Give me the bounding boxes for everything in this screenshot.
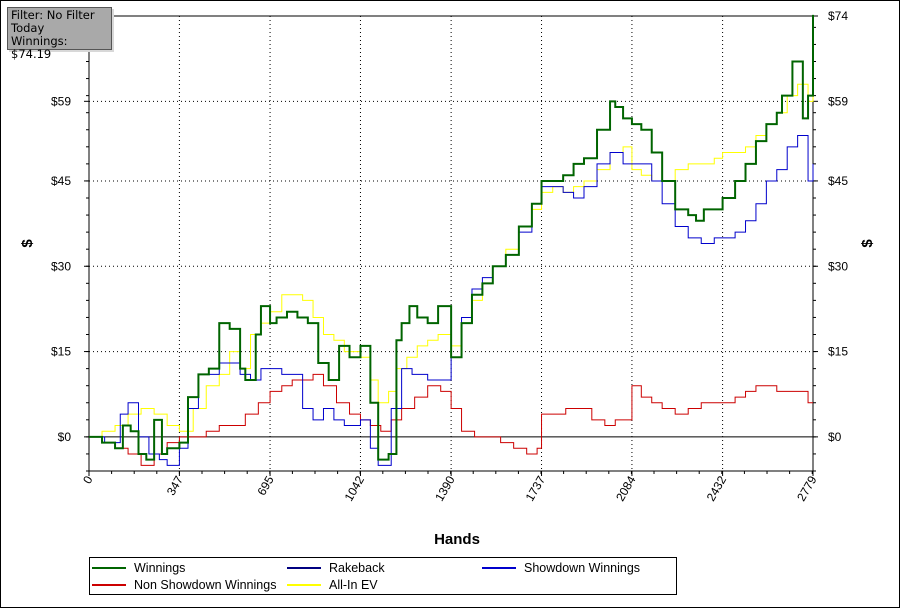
y-tick-label-right: $0	[828, 430, 842, 444]
x-tick-label: 0	[80, 473, 96, 486]
y-tick-label-left: $45	[51, 174, 71, 188]
legend-label: Non Showdown Winnings	[134, 578, 277, 592]
x-tick-label: 2084	[613, 473, 639, 503]
legend-swatch	[482, 567, 516, 569]
y-tick-label-right: $74	[828, 9, 848, 23]
x-tick-label: 1042	[342, 473, 368, 503]
y-tick-label-right: $15	[828, 345, 848, 359]
y-tick-label-left: $30	[51, 259, 71, 273]
y-tick-label-left: $0	[58, 430, 72, 444]
legend: Winnings Rakeback Showdown Winnings Non …	[89, 557, 677, 595]
y-axis-title-right: $	[859, 239, 876, 248]
filter-info-box: Filter: No Filter Today Winnings: $74.19	[7, 7, 112, 61]
x-tick-label: 1737	[523, 473, 549, 503]
legend-item-showdown-winnings: Showdown Winnings	[482, 559, 640, 577]
y-tick-label-left: $59	[51, 94, 71, 108]
legend-item-rakeback: Rakeback	[287, 559, 385, 577]
legend-item-non-showdown-winnings: Non Showdown Winnings	[92, 576, 276, 594]
legend-label: All-In EV	[329, 578, 378, 592]
legend-swatch	[92, 584, 126, 586]
legend-swatch	[287, 567, 321, 569]
y-tick-label-left: $15	[51, 345, 71, 359]
x-tick-label: 695	[255, 473, 277, 498]
legend-swatch	[92, 567, 126, 569]
x-tick-label: 347	[164, 473, 186, 498]
legend-label: Winnings	[134, 561, 186, 575]
y-axis-title-left: $	[19, 239, 36, 248]
x-axis-title: Hands	[434, 531, 480, 548]
legend-item-winnings: Winnings	[92, 559, 185, 577]
x-tick-label: 2432	[704, 473, 730, 503]
x-tick-label: 2779	[794, 473, 820, 503]
x-tick-label: 1390	[432, 473, 458, 503]
y-tick-label-right: $59	[828, 94, 848, 108]
y-tick-label-right: $30	[828, 259, 848, 273]
legend-label: Showdown Winnings	[524, 561, 641, 575]
legend-swatch	[287, 584, 321, 586]
filter-text: Filter: No Filter	[11, 8, 95, 22]
legend-item-all-in-ev: All-In EV	[287, 576, 378, 594]
series-line-non-showdown-winnings	[89, 373, 813, 466]
legend-label: Rakeback	[329, 561, 385, 575]
winnings-text: Winnings: $74.19	[11, 34, 68, 61]
series-line-winnings	[89, 14, 814, 461]
period-text: Today	[11, 21, 45, 35]
y-tick-label-right: $45	[828, 174, 848, 188]
